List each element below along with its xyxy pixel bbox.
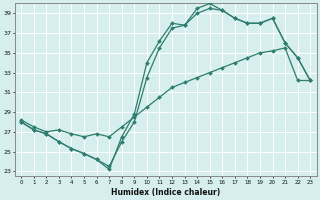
X-axis label: Humidex (Indice chaleur): Humidex (Indice chaleur) [111,188,220,197]
